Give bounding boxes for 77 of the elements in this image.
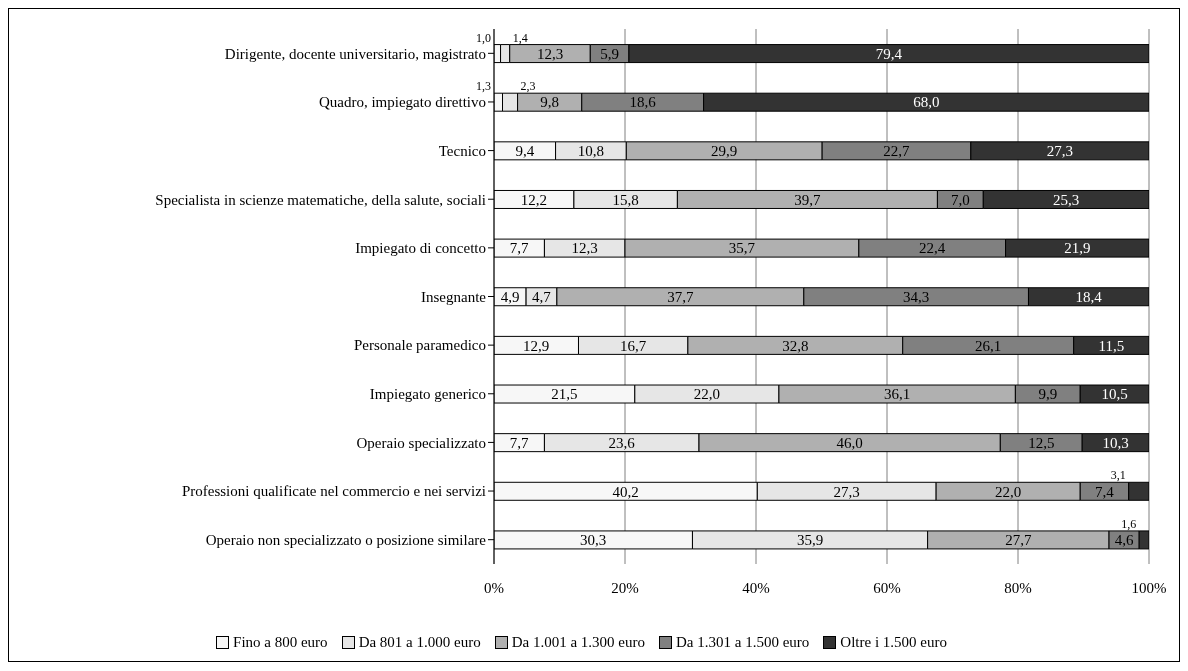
data-label: 12,3 xyxy=(571,240,598,257)
legend-label: Da 1.001 a 1.300 euro xyxy=(510,634,645,651)
y-tick-label: Specialista in scienze matematiche, della salute, sociali xyxy=(155,191,486,208)
data-label: 40,2 xyxy=(612,483,639,500)
data-label: 9,9 xyxy=(1038,386,1058,403)
data-label: 36,1 xyxy=(884,386,911,403)
x-tick-label: 0% xyxy=(484,579,504,596)
data-label: 7,7 xyxy=(509,434,530,451)
data-label: 9,4 xyxy=(515,143,535,160)
data-label: 12,2 xyxy=(520,191,548,208)
data-label: 30,3 xyxy=(580,532,607,549)
x-tick-label: 20% xyxy=(611,579,639,596)
data-label: 1,4 xyxy=(512,30,528,45)
data-label: 2,3 xyxy=(520,79,536,94)
data-label: 9,8 xyxy=(540,94,560,111)
data-label: 21,5 xyxy=(551,386,578,403)
data-label: 1,6 xyxy=(1121,516,1137,531)
data-label: 34,3 xyxy=(903,289,930,305)
data-label: 7,4 xyxy=(1095,483,1115,500)
y-tick-label: Impiegato generico xyxy=(369,386,486,403)
data-label: 32,8 xyxy=(782,337,809,354)
data-label: 3,1 xyxy=(1110,468,1126,483)
data-label: 18,6 xyxy=(629,94,657,111)
data-label: 10,3 xyxy=(1102,434,1129,451)
data-label: 4,6 xyxy=(1114,532,1134,549)
y-tick-label: Professioni qualificate nel commercio e nei servizi xyxy=(181,483,486,500)
y-tick-label: Insegnante xyxy=(421,288,487,305)
data-label: 23,6 xyxy=(608,434,636,451)
data-label: 27,3 xyxy=(1046,143,1074,160)
data-label: 4,9 xyxy=(500,289,520,305)
data-label: 22,0 xyxy=(995,483,1022,500)
data-label: 18,4 xyxy=(1075,289,1103,305)
y-tick-label: Tecnico xyxy=(438,142,486,159)
data-label: 1,3 xyxy=(476,79,491,94)
legend-label: Da 801 a 1.000 euro xyxy=(357,634,481,651)
legend-label: Oltre i 1.500 euro xyxy=(839,634,947,651)
data-label: 1,0 xyxy=(476,30,491,45)
x-tick-label: 80% xyxy=(1004,579,1032,596)
y-tick-label: Operaio specializzato xyxy=(356,434,486,451)
data-label: 15,8 xyxy=(612,191,639,208)
data-label: 22,0 xyxy=(693,386,720,403)
data-label: 27,3 xyxy=(833,483,860,500)
data-label: 29,9 xyxy=(711,143,738,160)
legend-label: Fino a 800 euro xyxy=(232,634,328,651)
x-tick-label: 60% xyxy=(873,579,901,596)
x-tick-label: 40% xyxy=(742,579,770,596)
data-label: 39,7 xyxy=(794,191,822,208)
data-label: 79,4 xyxy=(875,45,903,62)
data-label: 7,7 xyxy=(509,240,530,257)
data-label: 21,9 xyxy=(1064,240,1091,257)
data-label: 35,9 xyxy=(796,532,824,549)
data-label: 22,4 xyxy=(919,240,946,257)
x-tick-label: 100% xyxy=(1131,579,1167,596)
data-label: 26,1 xyxy=(975,337,1002,354)
y-tick-label: Quadro, impiegato direttivo xyxy=(318,94,486,111)
data-label: 37,7 xyxy=(667,289,694,305)
data-label: 10,8 xyxy=(577,143,605,160)
data-label: 27,7 xyxy=(1005,532,1032,549)
data-label: 68,0 xyxy=(913,94,940,111)
data-label: 12,3 xyxy=(536,45,564,62)
data-label: 12,9 xyxy=(523,337,550,354)
legend-label: Da 1.301 a 1.500 euro xyxy=(675,634,810,651)
data-label: 16,7 xyxy=(620,337,647,354)
data-label: 22,7 xyxy=(883,143,911,160)
data-label: 7,0 xyxy=(950,191,970,208)
data-label: 35,7 xyxy=(728,240,756,257)
data-label: 25,3 xyxy=(1053,191,1080,208)
data-label: 10,5 xyxy=(1101,386,1128,403)
y-tick-label: Operaio non specializzato o posizione similare xyxy=(205,532,487,549)
data-label: 11,5 xyxy=(1098,337,1125,354)
data-label: 5,9 xyxy=(600,45,619,62)
y-tick-label: Impiegato di concetto xyxy=(355,240,486,257)
data-label: 4,7 xyxy=(532,289,552,305)
y-tick-label: Dirigente, docente universitario, magistrato xyxy=(224,45,486,62)
data-label: 46,0 xyxy=(836,434,863,451)
y-tick-label: Personale paramedico xyxy=(353,337,486,354)
data-label: 12,5 xyxy=(1028,434,1055,451)
